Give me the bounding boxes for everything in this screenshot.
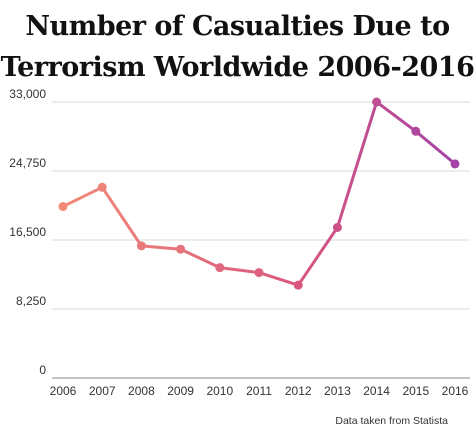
data-point bbox=[372, 97, 382, 107]
data-point bbox=[411, 126, 421, 136]
x-tick-label: 2012 bbox=[285, 384, 312, 398]
chart-title-line-1: Number of Casualties Due to bbox=[25, 11, 449, 42]
x-tick-label: 2014 bbox=[363, 384, 390, 398]
y-tick-label: 8,250 bbox=[16, 294, 46, 308]
data-point bbox=[176, 244, 186, 254]
x-axis-tick-labels: 2006 2007 2008 2009 2010 2011 2012 2013 2014 2015… bbox=[50, 384, 469, 398]
data-point bbox=[254, 268, 264, 278]
y-tick-label: 16,500 bbox=[9, 225, 46, 239]
x-tick-label: 2006 bbox=[50, 384, 77, 398]
y-tick-label: 33,000 bbox=[9, 87, 46, 101]
x-tick-label: 2013 bbox=[324, 384, 351, 398]
x-tick-label: 2015 bbox=[402, 384, 429, 398]
gridlines bbox=[52, 101, 470, 379]
x-tick-label: 2016 bbox=[442, 384, 469, 398]
data-point bbox=[215, 263, 225, 273]
x-tick-label: 2009 bbox=[167, 384, 194, 398]
data-point bbox=[293, 280, 303, 290]
chart-title-line-2: Terrorism Worldwide 2006-2016 bbox=[1, 52, 475, 83]
y-axis-tick-labels: 0 8,250 16,500 24,750 33,000 bbox=[9, 87, 46, 377]
data-point bbox=[450, 159, 460, 169]
y-tick-label: 0 bbox=[39, 363, 46, 377]
x-tick-label: 2010 bbox=[206, 384, 233, 398]
series-line bbox=[61, 100, 457, 287]
y-tick-label: 24,750 bbox=[9, 156, 46, 170]
casualties-series bbox=[58, 97, 460, 290]
data-point bbox=[58, 202, 68, 212]
data-point bbox=[136, 241, 146, 251]
x-tick-label: 2011 bbox=[246, 384, 272, 398]
x-tick-label: 2007 bbox=[89, 384, 116, 398]
data-point bbox=[332, 222, 342, 232]
data-point bbox=[97, 182, 107, 192]
x-tick-label: 2008 bbox=[128, 384, 155, 398]
source-note: Data taken from Statista bbox=[335, 415, 448, 427]
